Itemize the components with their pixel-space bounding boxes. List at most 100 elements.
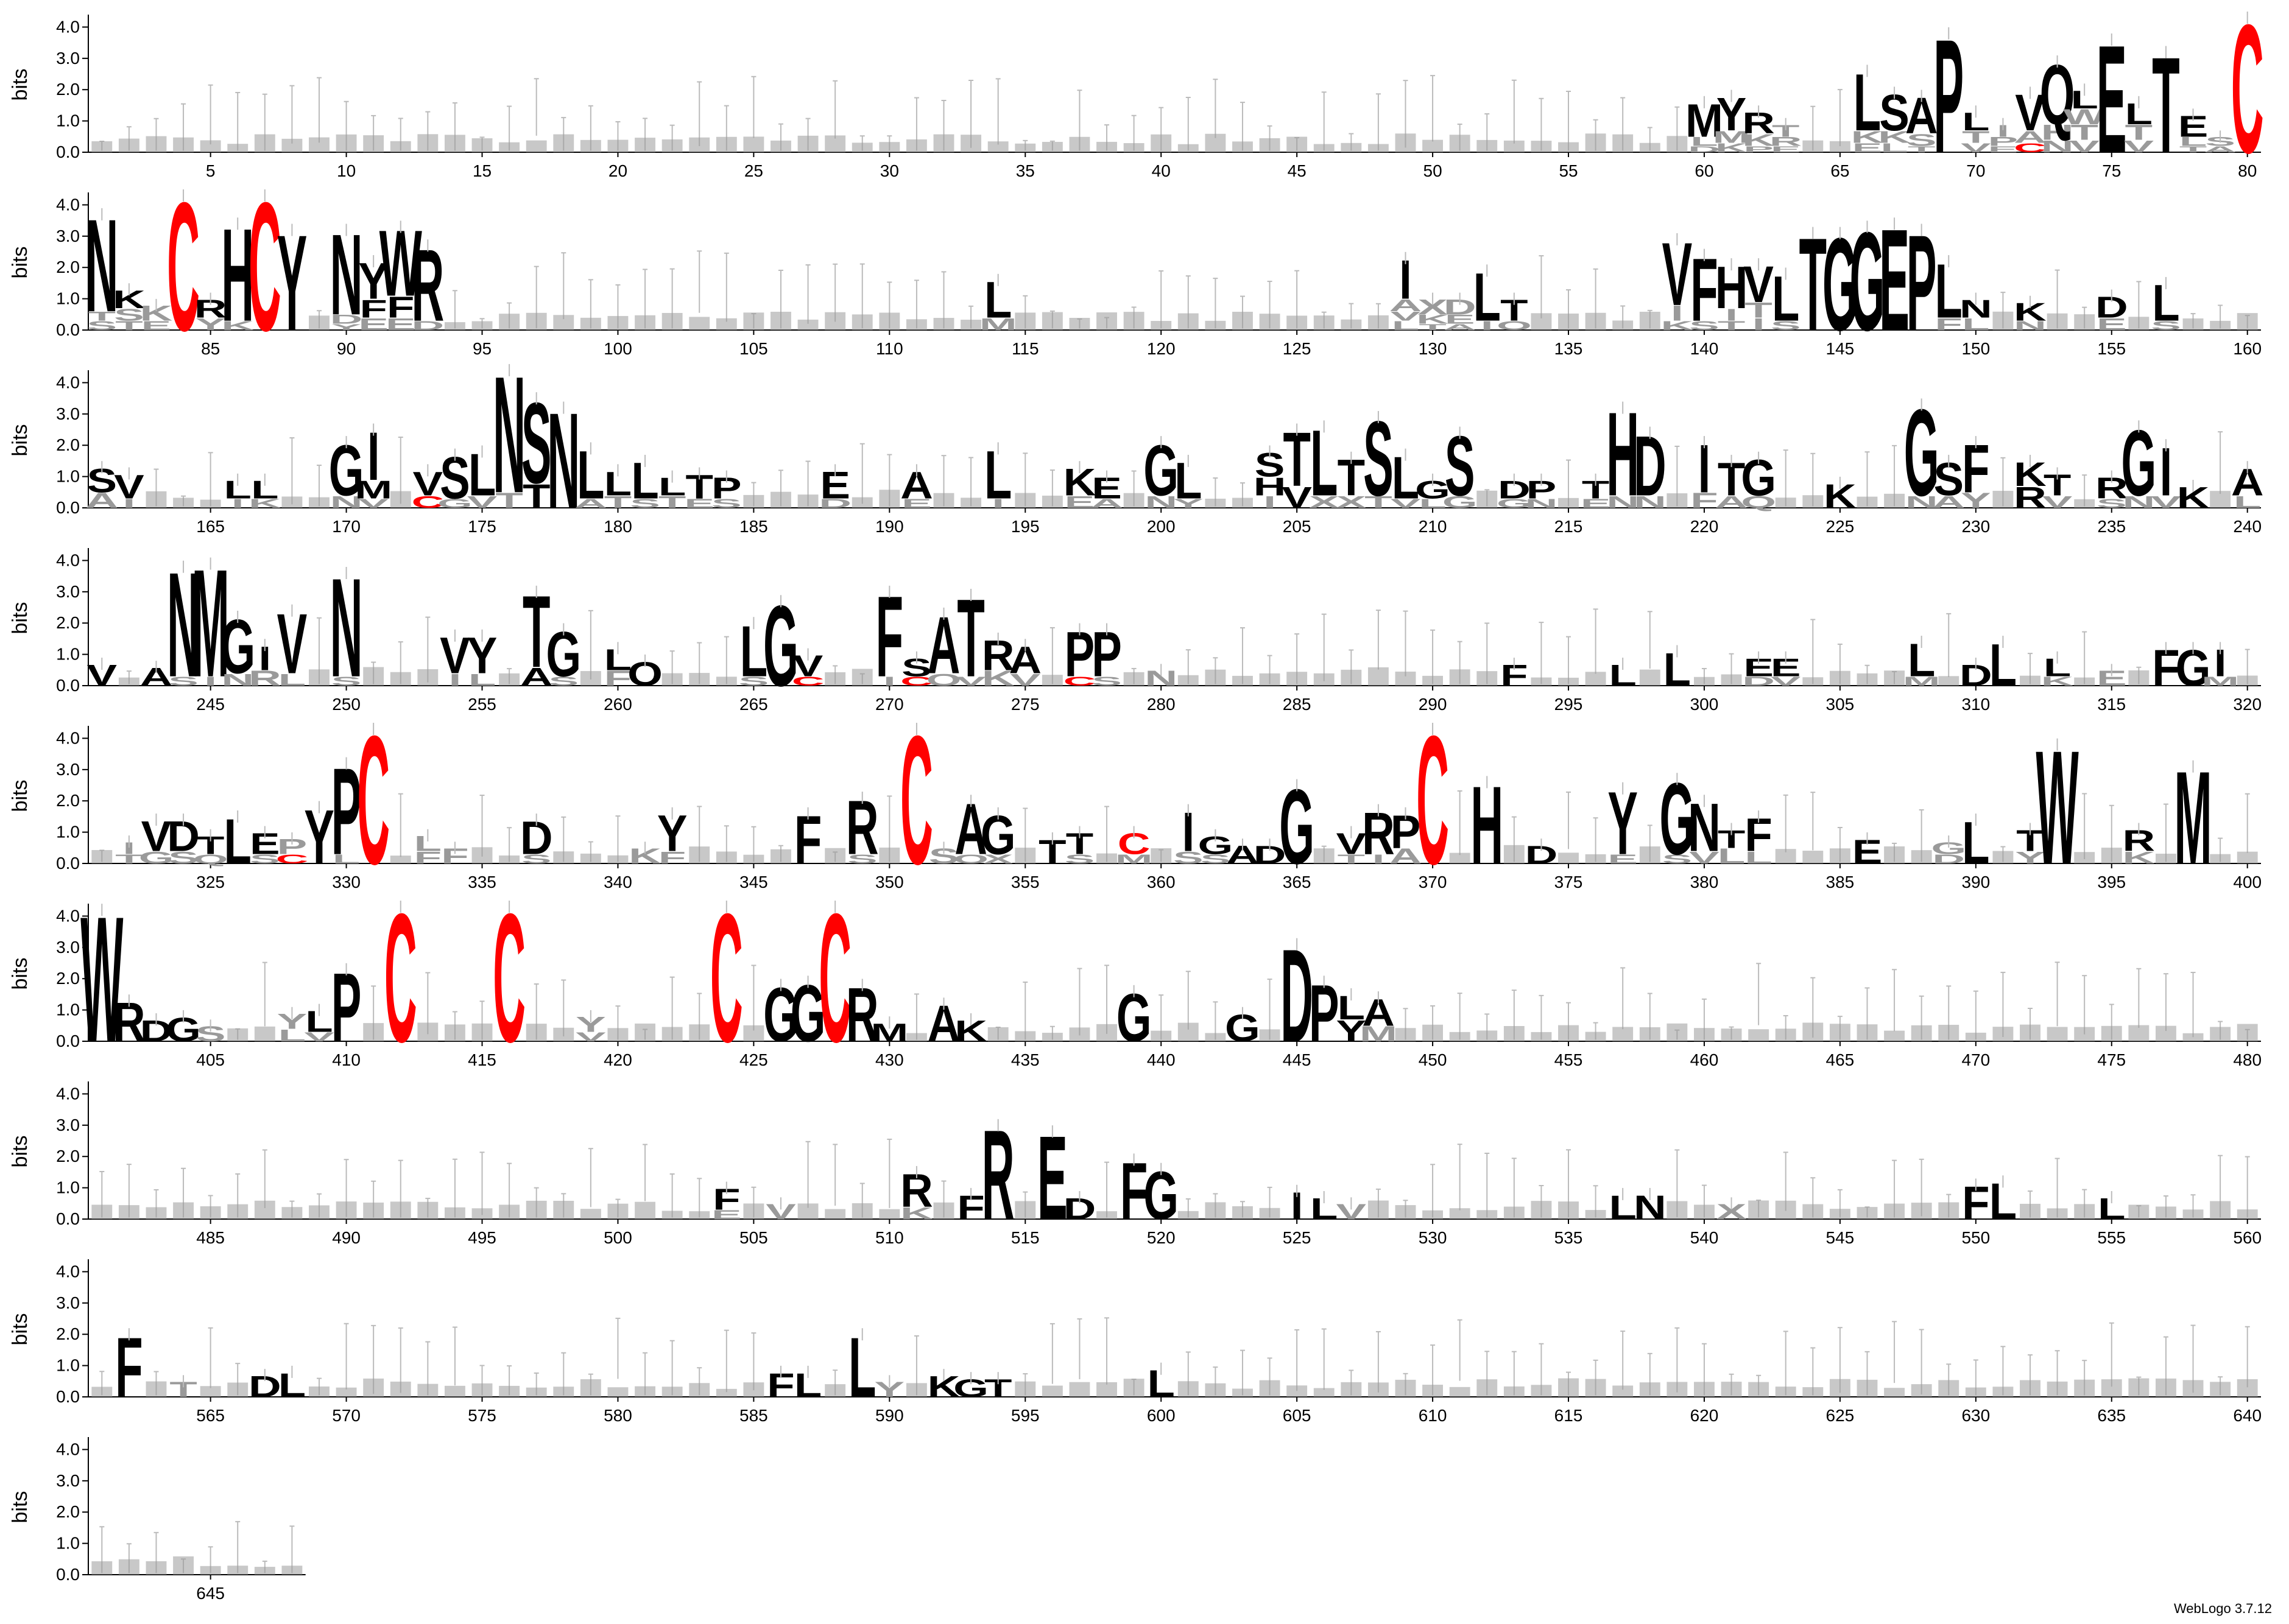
low-info-stack	[771, 311, 791, 330]
x-tick-label: 185	[739, 517, 768, 536]
x-tick-label: 240	[2233, 517, 2262, 536]
low-info-stack	[635, 1201, 655, 1219]
low-info-stack	[173, 497, 194, 508]
logo-letter: X	[1336, 493, 1367, 511]
low-info-stack	[1286, 315, 1308, 330]
logo-letter: F	[414, 848, 442, 867]
low-info-stack	[879, 1209, 900, 1219]
logo-letter: X	[1309, 493, 1339, 511]
logo-letter: V	[2069, 137, 2100, 156]
logo-letter: K	[2041, 674, 2074, 688]
low-info-stack	[1775, 1028, 1796, 1041]
low-info-stack	[1558, 313, 1579, 330]
x-tick-label: 330	[332, 873, 361, 891]
y-axis-label: bits	[9, 958, 32, 990]
x-tick-label: 210	[1419, 517, 1447, 536]
x-tick-label: 90	[337, 339, 356, 358]
x-tick-label: 10	[337, 161, 356, 180]
low-info-stack	[1096, 1382, 1117, 1397]
low-info-stack	[906, 319, 927, 330]
y-axis-label: bits	[9, 602, 32, 634]
low-info-stack	[417, 1383, 439, 1397]
low-info-stack	[1639, 1027, 1660, 1041]
low-info-stack	[743, 494, 764, 508]
logo-letter: S	[1173, 848, 1204, 867]
x-tick-label: 70	[1966, 161, 1985, 180]
low-info-stack	[797, 1203, 819, 1219]
y-tick-label: 4.0	[56, 17, 80, 36]
low-info-stack	[1042, 495, 1063, 508]
low-info-stack	[471, 1208, 493, 1219]
low-info-stack	[1503, 1206, 1525, 1219]
y-axis-label: bits	[9, 69, 32, 101]
x-tick-label: 190	[875, 517, 904, 536]
low-info-stack	[661, 312, 683, 330]
low-info-stack	[200, 1206, 221, 1219]
logo-letter: I	[449, 670, 462, 689]
low-info-stack	[771, 140, 791, 152]
low-info-stack	[1123, 312, 1144, 330]
low-info-stack	[1802, 1387, 1824, 1397]
logo-letter: T	[115, 852, 143, 866]
low-info-stack	[2128, 670, 2150, 686]
y-tick-label: 0.0	[56, 498, 80, 517]
logo-letter: I	[1263, 493, 1276, 511]
x-tick-label: 485	[196, 1228, 225, 1247]
x-tick-label: 105	[739, 339, 768, 358]
low-info-stack	[825, 312, 846, 330]
logo-letter: V	[1391, 496, 1421, 510]
logo-letter: V	[1771, 674, 1801, 688]
x-tick-label: 550	[1961, 1228, 1990, 1247]
x-tick-label: 85	[201, 339, 220, 358]
low-info-stack	[1476, 1030, 1498, 1041]
logo-letter: W	[2063, 105, 2106, 128]
low-info-stack	[1341, 1382, 1362, 1397]
low-info-stack	[444, 1024, 465, 1041]
low-info-stack	[1205, 669, 1226, 686]
logo-letter: K	[1661, 318, 1694, 332]
low-info-stack	[1422, 675, 1444, 686]
low-info-stack	[1558, 142, 1579, 152]
low-info-stack	[2074, 499, 2095, 508]
logo-letter: Y	[331, 323, 362, 332]
x-tick-label: 100	[604, 339, 632, 358]
low-info-stack	[1531, 1201, 1552, 1219]
low-info-stack	[1503, 1386, 1525, 1397]
low-info-stack	[1476, 1210, 1498, 1219]
y-tick-label: 4.0	[56, 906, 80, 925]
x-tick-label: 420	[604, 1050, 632, 1069]
logo-letter: F	[1690, 489, 1718, 513]
low-info-stack	[1558, 1378, 1579, 1397]
low-info-stack	[118, 1205, 139, 1219]
x-tick-label: 340	[604, 873, 632, 891]
logo-letter: I	[231, 496, 244, 510]
low-info-stack	[118, 1559, 139, 1575]
x-tick-label: 285	[1283, 695, 1311, 714]
logo-letter: E	[1581, 496, 1611, 510]
low-info-stack	[906, 1033, 927, 1041]
low-info-stack	[1585, 312, 1606, 330]
low-info-stack	[1639, 669, 1660, 686]
low-info-stack	[1042, 141, 1063, 152]
low-info-stack	[444, 135, 465, 152]
low-info-stack	[1123, 143, 1144, 152]
low-info-stack	[1802, 1204, 1824, 1219]
low-info-stack	[852, 142, 873, 152]
logo-letter: T	[1364, 493, 1392, 511]
low-info-stack	[879, 312, 900, 330]
low-info-stack	[499, 314, 520, 330]
low-info-stack	[336, 134, 357, 152]
logo-letter: S	[711, 496, 742, 510]
x-tick-label: 155	[2097, 339, 2126, 358]
y-tick-label: 3.0	[56, 1116, 80, 1134]
low-info-stack	[2074, 852, 2095, 863]
logo-letter: I	[1399, 248, 1412, 311]
logo-letter: Y	[1961, 489, 1991, 513]
low-info-stack	[2237, 1209, 2258, 1219]
low-info-stack	[553, 1201, 574, 1219]
low-info-stack	[743, 136, 764, 152]
low-info-stack	[1558, 852, 1579, 863]
logo-letter: L	[1690, 135, 1718, 149]
